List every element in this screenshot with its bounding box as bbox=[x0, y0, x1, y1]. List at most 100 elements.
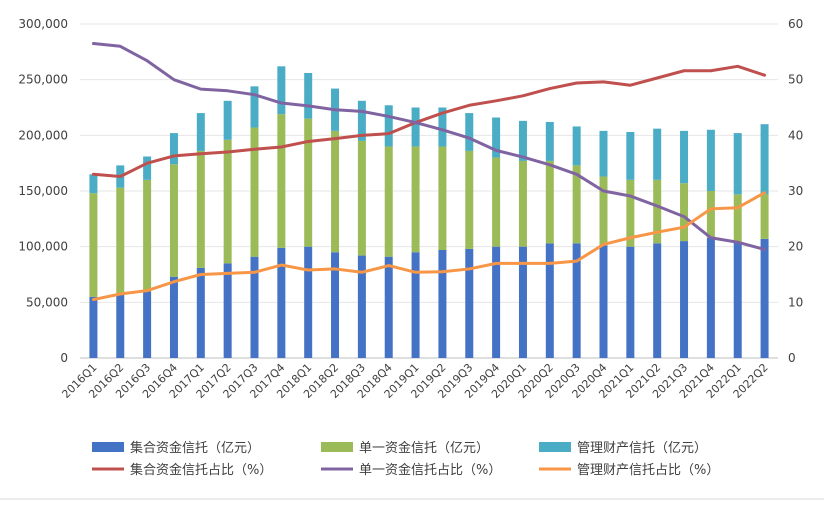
bar-collective bbox=[760, 238, 769, 358]
bar-property bbox=[89, 174, 98, 194]
bar-collective bbox=[438, 250, 447, 358]
bar-single bbox=[277, 114, 286, 248]
bar-single bbox=[411, 146, 420, 253]
bar-collective bbox=[706, 237, 715, 358]
x-axis: 2016Q12016Q22016Q32016Q42017Q12017Q22017… bbox=[59, 361, 770, 401]
bar-property bbox=[143, 156, 152, 180]
legend-label: 集合资金信托占比（%） bbox=[130, 462, 272, 478]
bar-single bbox=[760, 194, 769, 239]
bar-property bbox=[277, 66, 286, 115]
bar-collective bbox=[518, 246, 527, 358]
bar-collective bbox=[733, 242, 742, 358]
bar-collective bbox=[143, 291, 152, 358]
line-property-share bbox=[91, 191, 767, 302]
bar-collective bbox=[492, 246, 501, 358]
bar-property bbox=[518, 120, 527, 161]
legend: 集合资金信托（亿元） 单一资金信托（亿元） 管理财产信托（亿元） 集合资金信托占比（%… bbox=[92, 440, 719, 478]
legend-label: 管理财产信托（亿元） bbox=[577, 441, 707, 456]
bar-property bbox=[760, 124, 769, 195]
bar-collective bbox=[465, 248, 474, 358]
bar-collective bbox=[680, 241, 689, 358]
legend-swatch bbox=[321, 442, 353, 452]
legend-label: 单一资金信托（亿元） bbox=[359, 440, 489, 456]
bar-collective bbox=[384, 256, 393, 358]
bar-single bbox=[250, 127, 259, 257]
bar-collective bbox=[653, 243, 662, 358]
bar-collective bbox=[599, 245, 608, 358]
bar-single bbox=[572, 165, 581, 244]
bar-property bbox=[357, 100, 366, 141]
bar-collective bbox=[411, 252, 420, 358]
left-tick-label: 300,000 bbox=[18, 17, 68, 31]
right-axis: 0 10 20 30 40 50 60 bbox=[788, 17, 803, 365]
bar-collective bbox=[169, 276, 178, 358]
left-tick-label: 50,000 bbox=[26, 295, 68, 309]
bar-single bbox=[357, 140, 366, 256]
bar-single bbox=[492, 157, 501, 247]
bar-single bbox=[733, 194, 742, 243]
left-tick-label: 100,000 bbox=[18, 240, 68, 254]
bar-single bbox=[196, 150, 205, 268]
bar-property bbox=[250, 86, 259, 128]
legend-swatch bbox=[539, 442, 571, 452]
bar-single bbox=[465, 150, 474, 249]
bar-property bbox=[599, 130, 608, 177]
left-tick-label: 200,000 bbox=[18, 128, 68, 142]
bar-collective bbox=[89, 296, 98, 358]
bar-property bbox=[384, 105, 393, 147]
legend-label: 管理财产信托占比（%） bbox=[577, 463, 719, 478]
bar-collective bbox=[277, 247, 286, 358]
left-tick-label: 250,000 bbox=[18, 73, 68, 87]
line-collective-share bbox=[91, 64, 767, 179]
bar-collective bbox=[223, 263, 232, 358]
bar-collective bbox=[250, 256, 259, 358]
bar-single bbox=[143, 179, 152, 292]
bar-property bbox=[626, 131, 635, 180]
bar-collective bbox=[116, 294, 125, 358]
right-tick-label: 60 bbox=[788, 17, 803, 31]
bar-property bbox=[411, 107, 420, 147]
bar-property bbox=[465, 113, 474, 151]
bar-single bbox=[706, 191, 715, 238]
bar-series bbox=[89, 66, 769, 358]
bar-property bbox=[572, 126, 581, 166]
right-tick-label: 10 bbox=[788, 295, 803, 309]
bar-property bbox=[545, 121, 554, 161]
gridlines bbox=[80, 23, 778, 359]
right-tick-label: 20 bbox=[788, 240, 803, 254]
bar-single bbox=[438, 146, 447, 251]
right-tick-label: 30 bbox=[788, 184, 803, 198]
bar-collective bbox=[626, 246, 635, 358]
bar-single bbox=[331, 130, 340, 253]
bar-single bbox=[545, 160, 554, 244]
bar-collective bbox=[304, 246, 313, 358]
bar-property bbox=[706, 129, 715, 191]
bar-single bbox=[518, 160, 527, 247]
bar-single bbox=[116, 187, 125, 295]
bar-property bbox=[223, 100, 232, 140]
bar-single bbox=[653, 179, 662, 244]
right-tick-label: 40 bbox=[788, 128, 803, 142]
bar-collective bbox=[196, 267, 205, 358]
bar-single bbox=[680, 183, 689, 242]
bar-collective bbox=[545, 243, 554, 358]
legend-swatch bbox=[92, 442, 124, 452]
bar-property bbox=[304, 72, 313, 119]
right-tick-label: 50 bbox=[788, 73, 803, 87]
line-series bbox=[91, 41, 767, 302]
right-tick-label: 0 bbox=[788, 351, 796, 365]
bar-collective bbox=[572, 243, 581, 358]
bar-single bbox=[223, 139, 232, 264]
left-tick-label: 0 bbox=[60, 351, 68, 365]
bar-property bbox=[733, 133, 742, 195]
bar-property bbox=[438, 107, 447, 147]
bar-single bbox=[304, 118, 313, 247]
bar-single bbox=[599, 176, 608, 246]
left-tick-label: 150,000 bbox=[18, 184, 68, 198]
bar-single bbox=[384, 146, 393, 257]
bar-collective bbox=[357, 255, 366, 358]
legend-label: 集合资金信托（亿元） bbox=[130, 440, 260, 456]
bar-single bbox=[626, 179, 635, 247]
left-axis: 0 50,000 100,000 150,000 200,000 250,000 300,0… bbox=[18, 17, 68, 365]
bar-property bbox=[196, 113, 205, 151]
